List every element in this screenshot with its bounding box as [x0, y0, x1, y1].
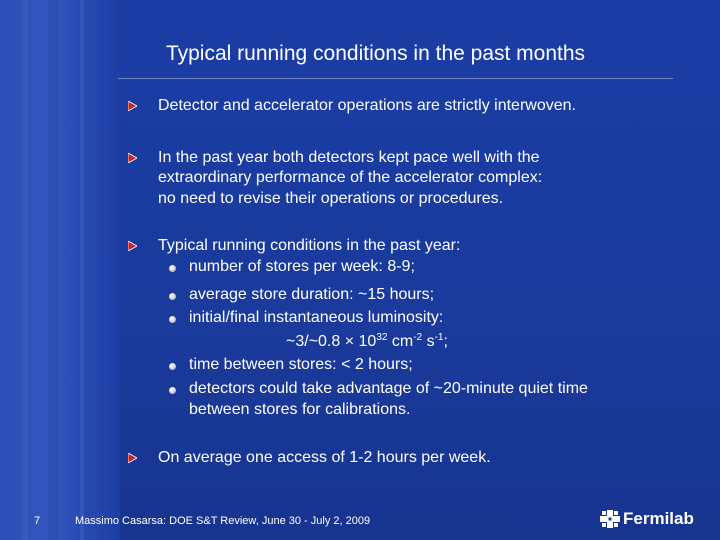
sub-bullet-quiet-time-line-1: detectors could take advantage of ~20-mi… [189, 380, 588, 397]
left-decorative-band [0, 0, 120, 540]
fermilab-logo: Fermilab [600, 509, 694, 529]
slide-title: Typical running conditions in the past m… [165, 42, 586, 65]
fermilab-logo-icon [600, 510, 620, 528]
luminosity-value: ~3/~0.8 × 1032 cm-2 s-1; [286, 332, 448, 351]
fermilab-logo-text: Fermilab [623, 509, 694, 528]
sub-bullet-luminosity: initial/final instantaneous luminosity: [189, 309, 444, 326]
bullet-detectors-line-2: extraordinary performance of the acceler… [158, 169, 543, 186]
sub-bullet-store-duration: average store duration: ~15 hours; [189, 286, 435, 303]
sub-bullet-stores-per-week: number of stores per week: 8-9; [189, 258, 415, 275]
sub-bullet-dot-icon [169, 316, 176, 323]
sub-bullet-dot-icon [169, 363, 176, 370]
bullet-detectors-line-3: no need to revise their operations or pr… [158, 190, 504, 207]
bullet-detectors-line-1: In the past year both detectors kept pac… [158, 149, 540, 166]
page-number: 7 [34, 515, 41, 527]
red-arrow-bullet-icon [128, 241, 137, 251]
red-arrow-bullet-icon [128, 453, 137, 463]
sub-bullet-dot-icon [169, 387, 176, 394]
sub-bullet-quiet-time-line-2: between stores for calibrations. [189, 401, 411, 418]
title-divider [118, 78, 673, 79]
bullet-operations: Detector and accelerator operations are … [158, 97, 576, 114]
footer-citation: Massimo Casarsa: DOE S&T Review, June 30… [75, 515, 371, 527]
sub-bullet-dot-icon [169, 265, 176, 272]
red-arrow-bullet-icon [128, 153, 137, 163]
bullet-access-hours: On average one access of 1-2 hours per w… [158, 449, 491, 466]
sub-bullet-dot-icon [169, 293, 176, 300]
red-arrow-bullet-icon [128, 101, 137, 111]
sub-bullet-time-between-stores: time between stores: < 2 hours; [189, 356, 413, 373]
bullet-running-conditions: Typical running conditions in the past y… [158, 237, 461, 254]
